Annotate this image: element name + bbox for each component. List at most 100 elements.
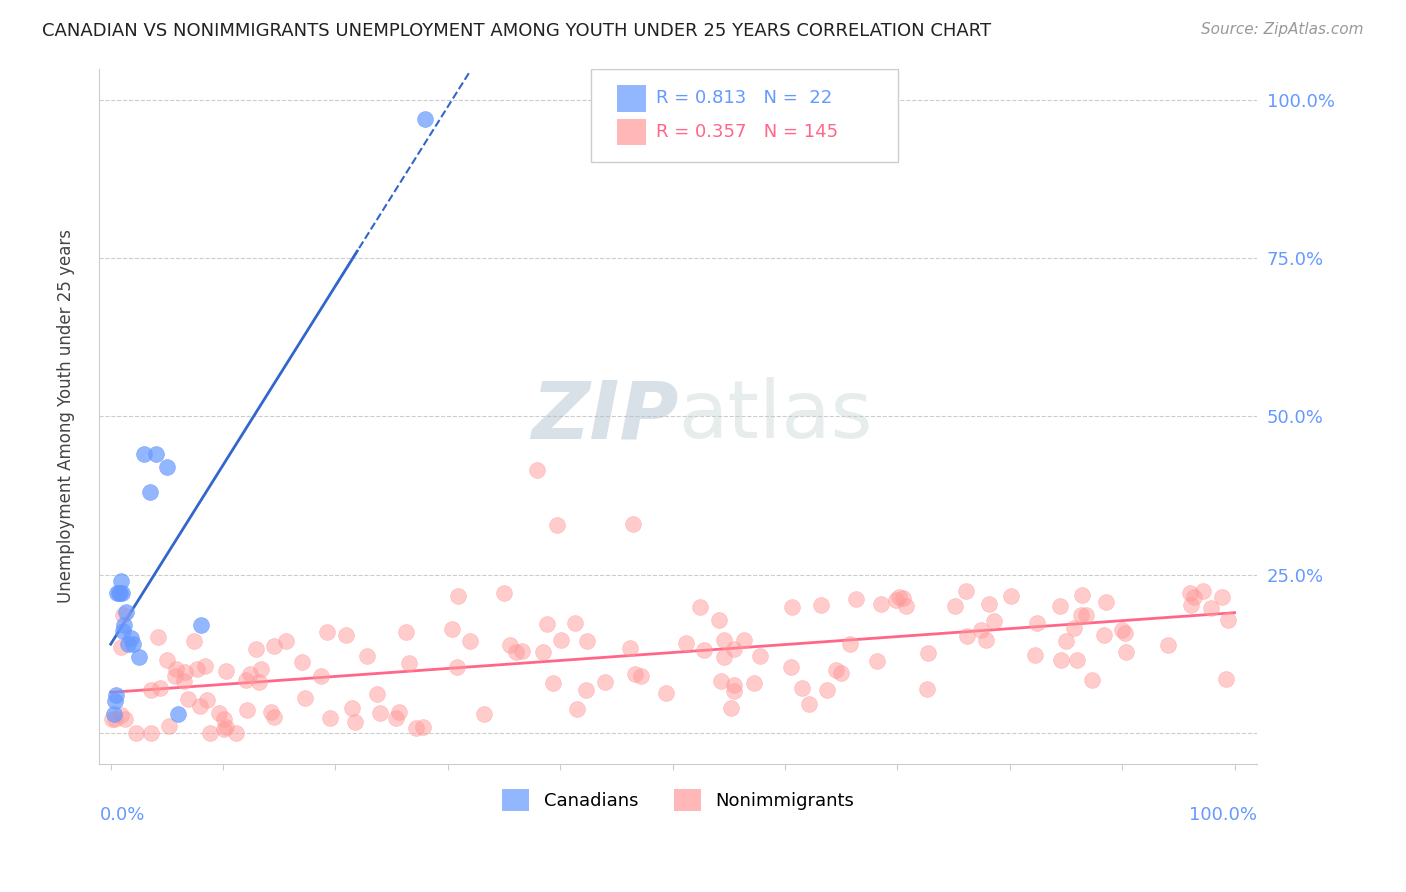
Point (104, 694, 127, 708)
Text: 100.0%: 100.0% (1189, 806, 1257, 824)
Point (531, 645, 554, 659)
Point (212, 712, 235, 726)
Point (447, 589, 470, 603)
Point (623, 666, 645, 681)
Point (104, 712, 127, 726)
Point (107, 586, 129, 600)
Point (891, 591, 914, 606)
Point (388, 705, 411, 719)
Point (112, 624, 135, 639)
FancyBboxPatch shape (617, 86, 645, 112)
Point (188, 698, 211, 713)
Point (249, 662, 271, 676)
Point (1157, 639, 1180, 653)
Point (974, 633, 997, 648)
Point (970, 623, 993, 637)
Point (356, 649, 378, 664)
Point (713, 633, 735, 648)
Text: ZIP: ZIP (531, 377, 678, 456)
Point (1000, 590, 1022, 604)
Point (112, 618, 135, 632)
Point (198, 725, 221, 739)
Point (344, 715, 367, 730)
Point (111, 586, 134, 600)
Point (799, 698, 821, 712)
Point (141, 683, 163, 698)
Point (149, 681, 172, 696)
Point (845, 592, 868, 607)
Point (505, 645, 527, 659)
Point (917, 681, 939, 696)
Point (105, 688, 128, 702)
Point (709, 673, 731, 688)
Point (247, 674, 270, 689)
Point (225, 725, 247, 739)
Text: CANADIAN VS NONIMMIGRANTS UNEMPLOYMENT AMONG YOUTH UNDER 25 YEARS CORRELATION CH: CANADIAN VS NONIMMIGRANTS UNEMPLOYMENT A… (42, 22, 991, 40)
Point (458, 634, 481, 648)
Point (148, 630, 170, 644)
Point (117, 637, 139, 651)
Point (139, 485, 162, 500)
Text: Source: ZipAtlas.com: Source: ZipAtlas.com (1201, 22, 1364, 37)
Point (723, 642, 745, 657)
Point (510, 644, 533, 658)
Point (274, 634, 297, 648)
Point (157, 719, 180, 733)
Point (145, 447, 167, 461)
Point (1050, 653, 1073, 667)
Point (830, 665, 852, 680)
Point (977, 597, 1000, 611)
Point (884, 593, 907, 607)
Point (564, 616, 586, 631)
Point (983, 614, 1005, 628)
Point (260, 705, 283, 719)
Point (575, 683, 598, 698)
Point (342, 700, 364, 714)
Point (368, 706, 391, 720)
Point (1215, 672, 1237, 686)
Point (733, 632, 755, 647)
Point (165, 662, 187, 676)
Point (239, 667, 262, 681)
Text: R = 0.813   N =  22: R = 0.813 N = 22 (657, 89, 832, 107)
Point (167, 706, 190, 721)
Point (177, 692, 200, 706)
Point (889, 591, 911, 605)
Point (810, 598, 832, 612)
Point (1178, 586, 1201, 600)
Point (173, 674, 195, 689)
Point (245, 642, 267, 657)
Point (792, 681, 814, 695)
Point (576, 633, 599, 648)
Point (108, 586, 131, 600)
Point (110, 707, 132, 722)
Point (723, 684, 745, 698)
Point (263, 710, 285, 724)
Point (446, 660, 468, 674)
Point (1199, 601, 1222, 615)
Point (111, 608, 134, 623)
Point (309, 669, 332, 683)
Point (1080, 673, 1102, 687)
Point (723, 678, 745, 692)
Point (1049, 599, 1071, 613)
Point (1054, 634, 1077, 648)
Point (1180, 598, 1202, 612)
Point (779, 660, 801, 674)
Point (114, 712, 136, 726)
Point (1094, 595, 1116, 609)
Point (550, 632, 572, 647)
Point (235, 673, 257, 687)
Point (780, 600, 803, 615)
Point (707, 613, 730, 627)
Point (1070, 608, 1092, 623)
Point (236, 703, 259, 717)
Point (655, 686, 678, 700)
Point (128, 649, 150, 664)
Point (1024, 648, 1046, 662)
Point (536, 617, 558, 632)
Point (212, 723, 235, 737)
Point (385, 711, 408, 725)
Point (215, 664, 238, 678)
Point (1092, 628, 1115, 642)
